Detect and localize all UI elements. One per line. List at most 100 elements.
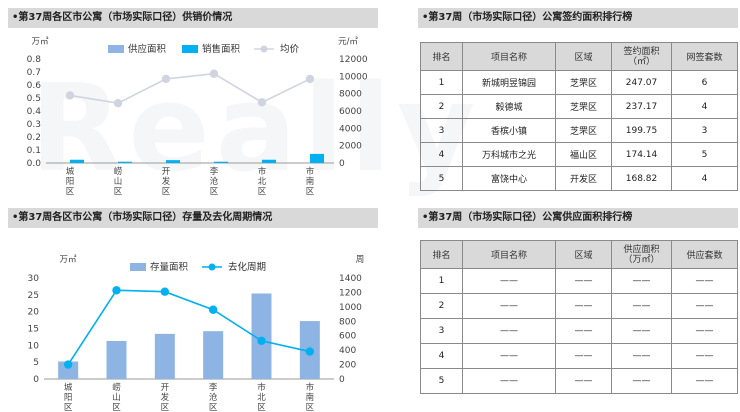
y-left-unit: 万㎡ <box>59 255 77 265</box>
legend-swatch-marker <box>260 45 268 53</box>
cell-rank: 4 <box>420 343 463 369</box>
y-right-tick-label: 8000 <box>339 90 362 100</box>
y-left-tick-label: 30 <box>28 274 40 284</box>
cell-units: —— <box>671 293 738 319</box>
table-row: 4 万科城市之光 福山区 174.14 5 <box>420 142 738 167</box>
bar-secondary <box>118 161 132 163</box>
cell-area: —— <box>611 368 672 394</box>
cell-rank: 3 <box>420 118 463 143</box>
cell-rank: 5 <box>420 368 463 394</box>
col-header-district: 区域 <box>555 240 612 269</box>
cell-area: 237.17 <box>611 94 672 119</box>
y-left-tick-label: 0.1 <box>27 146 41 156</box>
y-left-tick-label: 0.4 <box>27 107 42 117</box>
series-point <box>161 74 171 84</box>
y-left-tick-label: 25 <box>28 291 39 301</box>
cell-district: —— <box>555 343 612 369</box>
series-line <box>69 72 311 105</box>
table-row: 1 —— —— —— —— <box>420 268 738 294</box>
cell-project: 毅德城 <box>462 94 556 119</box>
cell-project: 富饶中心 <box>462 166 556 191</box>
legend-swatch-bar <box>108 45 124 53</box>
y-right-tick-label: 1400 <box>339 274 362 284</box>
x-tick-label: 市北区 <box>257 382 266 412</box>
cell-area: —— <box>611 318 672 344</box>
y-right-tick-label: 2000 <box>339 142 362 152</box>
bar-secondary <box>70 159 84 163</box>
table-row: 3 —— —— —— —— <box>420 318 738 344</box>
x-tick-label: 崂山区 <box>112 383 121 412</box>
series-point <box>305 74 315 84</box>
y-right-tick-label: 10000 <box>339 72 368 82</box>
col-header-area: 供应面积 （万㎡） <box>611 240 672 269</box>
x-tick-label: 市南区 <box>306 166 315 197</box>
y-left-tick-label: 5 <box>33 358 39 368</box>
y-right-unit: 周 <box>356 255 365 265</box>
y-left-unit: 万㎡ <box>31 37 49 47</box>
col-header-area: 签约面积 （㎡） <box>611 42 672 71</box>
cell-district: 芝罘区 <box>555 70 612 95</box>
table-row: 5 富饶中心 开发区 168.82 4 <box>420 166 738 191</box>
col-header-project: 项目名称 <box>462 42 556 71</box>
cell-district: —— <box>555 318 612 344</box>
bar-primary <box>154 333 175 379</box>
y-right-unit: 元/㎡ <box>338 37 358 47</box>
col-header-district: 区域 <box>555 42 612 71</box>
legend-swatch-bar <box>130 263 146 271</box>
series-point <box>160 287 170 296</box>
cell-rank: 4 <box>420 142 463 167</box>
cell-units: —— <box>671 318 738 344</box>
y-right-tick-label: 1200 <box>339 288 362 298</box>
y-right-tick-label: 0 <box>339 375 345 385</box>
cell-project: 万科城市之光 <box>462 142 556 167</box>
cell-project: 新城明昱锦园 <box>462 70 556 95</box>
series-point <box>63 360 73 369</box>
supply-rank-table: 排名 项目名称 区域 供应面积 （万㎡） 供应套数 1 —— —— —— —— 2 —— —— —… <box>420 240 738 394</box>
cell-units: —— <box>671 268 738 294</box>
y-right-tick-label: 12000 <box>339 55 368 65</box>
series-point <box>257 336 266 345</box>
y-left-tick-label: 0.5 <box>27 94 41 104</box>
x-tick-label: 市北区 <box>258 166 267 197</box>
cell-area: —— <box>611 268 672 294</box>
col-header-units: 网签套数 <box>671 42 738 71</box>
y-left-tick-label: 0.2 <box>27 133 41 143</box>
legend-swatch-marker <box>208 263 216 271</box>
table-header-row: 排名 项目名称 区域 签约面积 （㎡） 网签套数 <box>420 42 738 71</box>
y-left-tick-label: 0.8 <box>27 55 42 65</box>
cell-project: —— <box>462 268 556 294</box>
y-right-tick-label: 800 <box>339 317 356 327</box>
y-right-tick-label: 0 <box>339 159 345 169</box>
x-tick-label: 开发区 <box>161 383 170 412</box>
series-point <box>209 69 219 78</box>
y-left-tick-label: 20 <box>28 308 40 318</box>
cell-units: —— <box>671 368 738 394</box>
series-point <box>113 99 123 108</box>
legend-label: 供应面积 <box>128 43 167 55</box>
cell-project: —— <box>462 343 556 369</box>
table-row: 2 —— —— —— —— <box>420 293 738 319</box>
x-tick-label: 李沧区 <box>210 166 219 197</box>
table-row: 2 毅德城 芝罘区 237.17 4 <box>420 94 738 119</box>
series-point <box>112 286 121 295</box>
y-right-tick-label: 4000 <box>339 124 362 134</box>
legend-label: 销售面积 <box>202 43 241 55</box>
cell-rank: 1 <box>420 268 463 294</box>
y-left-tick-label: 0 <box>33 375 39 385</box>
cell-units: 4 <box>671 94 738 119</box>
y-left-tick-label: 0.6 <box>27 81 42 91</box>
area-header-label: 签约面积 <box>623 46 660 57</box>
bar-primary <box>58 361 79 379</box>
y-right-tick-label: 200 <box>339 361 356 371</box>
y-right-tick-label: 1000 <box>339 303 362 313</box>
series-point <box>257 98 267 107</box>
cell-units: 6 <box>671 70 738 95</box>
area-header-unit: （万㎡） <box>623 254 660 265</box>
cell-district: 芝罘区 <box>555 94 612 119</box>
x-tick-label: 城阳区 <box>66 167 75 197</box>
y-left-tick-label: 0.0 <box>27 159 42 169</box>
cell-units: 5 <box>671 142 738 167</box>
series-point <box>65 91 75 100</box>
cell-units: —— <box>671 343 738 369</box>
cell-rank: 2 <box>420 293 463 319</box>
